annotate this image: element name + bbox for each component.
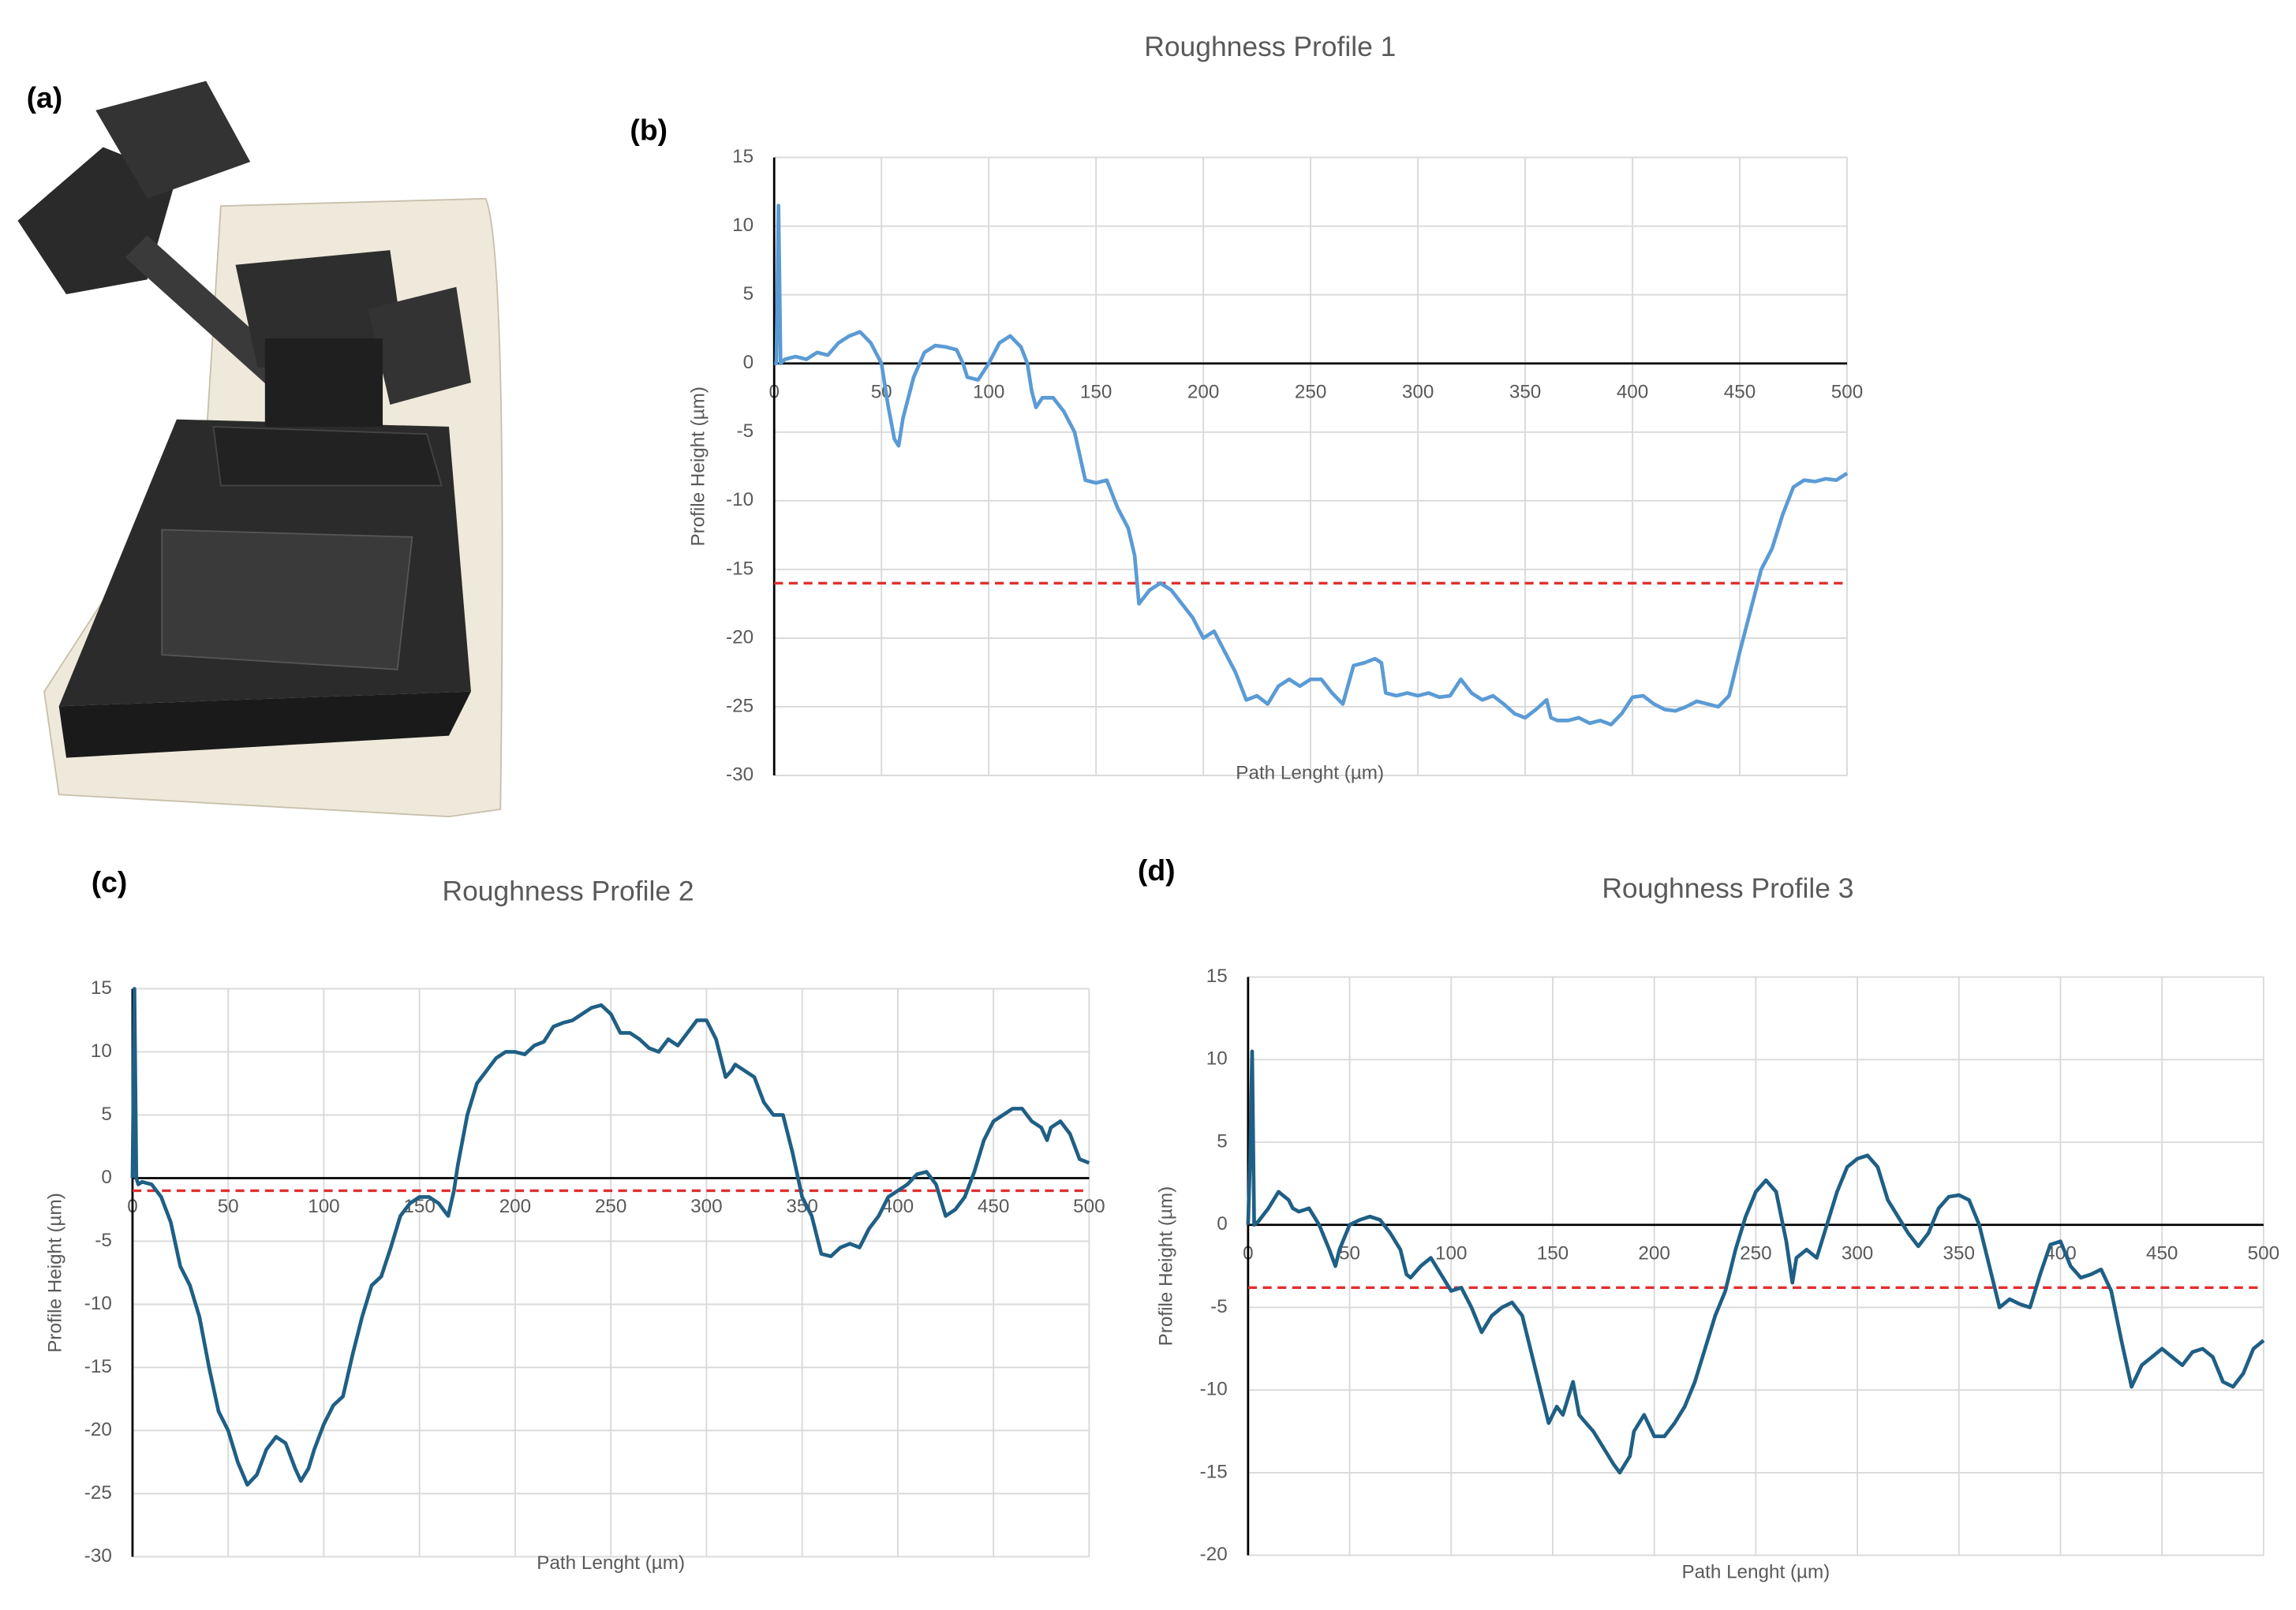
- y-tick-label: -10: [1200, 1379, 1228, 1400]
- panel-label: (b): [630, 114, 667, 147]
- y-tick-label: 15: [91, 977, 112, 999]
- chart-title: Roughness Profile 3: [1602, 872, 1853, 904]
- x-axis-title: Path Lenght (µm): [1681, 1561, 1830, 1582]
- x-tick-label: 250: [595, 1196, 626, 1217]
- y-tick-label: -10: [84, 1293, 112, 1314]
- y-axis-title: Profile Height (µm): [44, 1193, 65, 1353]
- x-tick-label: 450: [2146, 1242, 2178, 1264]
- x-tick-label: 200: [1638, 1242, 1670, 1264]
- y-axis-title: Profile Height (µm): [1156, 1186, 1177, 1347]
- y-tick-label: -15: [1200, 1461, 1228, 1482]
- y-tick-label: -10: [726, 489, 753, 510]
- x-tick-label: 300: [690, 1196, 722, 1217]
- chart-title: Roughness Profile 2: [443, 876, 694, 907]
- y-tick-label: 15: [1206, 966, 1228, 987]
- chart-title: Roughness Profile 1: [1144, 31, 1396, 62]
- x-tick-label: 500: [1831, 381, 1863, 402]
- x-tick-label: 450: [978, 1196, 1009, 1217]
- y-tick-label: 15: [732, 146, 753, 167]
- y-tick-label: -5: [737, 420, 754, 442]
- x-tick-label: 400: [1617, 381, 1648, 402]
- y-tick-label: -5: [1210, 1296, 1228, 1317]
- x-axis-title: Path Lenght (µm): [1236, 763, 1384, 784]
- y-tick-label: 5: [1217, 1130, 1227, 1152]
- x-tick-label: 200: [1187, 381, 1219, 402]
- x-tick-label: 100: [973, 381, 1004, 402]
- x-tick-label: 300: [1402, 381, 1434, 402]
- y-tick-label: -20: [1200, 1544, 1228, 1565]
- instrument-photo: [17, 80, 503, 818]
- y-tick-label: 10: [732, 215, 753, 236]
- profile-line: [130, 987, 1090, 1487]
- x-tick-label: 450: [1724, 381, 1756, 402]
- x-tick-label: 100: [1435, 1242, 1467, 1264]
- x-tick-label: 100: [308, 1196, 339, 1217]
- profile-line: [1246, 1049, 2265, 1475]
- x-tick-label: 250: [1295, 381, 1326, 402]
- x-tick-label: 250: [1740, 1242, 1771, 1264]
- x-tick-label: 500: [1073, 1196, 1105, 1217]
- y-tick-label: 5: [101, 1104, 111, 1125]
- x-axis-title: Path Lenght (µm): [537, 1552, 685, 1574]
- x-tick-label: 150: [1537, 1242, 1569, 1264]
- panel-label: (d): [1138, 854, 1176, 887]
- y-tick-label: -25: [84, 1482, 112, 1504]
- x-tick-label: 350: [1943, 1242, 1975, 1264]
- y-tick-label: -30: [84, 1545, 112, 1567]
- x-tick-label: 300: [1842, 1242, 1873, 1264]
- y-tick-label: 10: [1206, 1048, 1228, 1070]
- panel-label: (a): [27, 81, 63, 114]
- y-tick-label: -20: [726, 626, 753, 648]
- x-tick-label: 500: [2248, 1242, 2279, 1264]
- y-tick-label: -5: [95, 1230, 112, 1251]
- y-tick-label: 0: [743, 352, 753, 373]
- x-tick-label: 50: [218, 1196, 239, 1217]
- y-tick-label: -25: [726, 695, 753, 716]
- x-tick-label: 350: [1509, 381, 1541, 402]
- y-axis-title: Profile Height (µm): [687, 387, 709, 547]
- y-tick-label: 0: [101, 1167, 111, 1188]
- y-tick-label: -15: [84, 1356, 112, 1377]
- y-tick-label: -20: [84, 1419, 112, 1440]
- y-tick-label: 5: [743, 283, 753, 304]
- x-tick-label: 150: [1080, 381, 1112, 402]
- y-tick-label: 0: [1217, 1213, 1227, 1235]
- y-tick-label: 10: [91, 1040, 112, 1062]
- y-tick-label: -15: [726, 558, 753, 579]
- panel-label: (c): [92, 865, 128, 898]
- x-tick-label: 200: [499, 1196, 531, 1217]
- y-tick-label: -30: [726, 764, 753, 785]
- profile-line: [774, 204, 1849, 727]
